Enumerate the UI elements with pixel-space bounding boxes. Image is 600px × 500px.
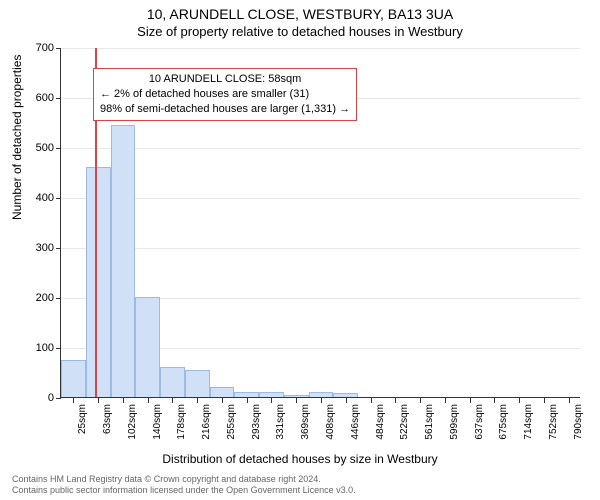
ytick-label: 700 — [14, 42, 54, 54]
histogram-bar — [111, 125, 136, 398]
gridline — [61, 248, 580, 249]
histogram-bar — [86, 167, 111, 397]
xtick-mark — [172, 398, 173, 403]
xtick-label: 178sqm — [176, 404, 187, 440]
annotation-box: 10 ARUNDELL CLOSE: 58sqm← 2% of detached… — [93, 68, 357, 121]
xtick-label: 408sqm — [325, 404, 336, 440]
xtick-mark — [470, 398, 471, 403]
xtick-mark — [371, 398, 372, 403]
histogram-bar — [210, 387, 235, 397]
xtick-mark — [395, 398, 396, 403]
gridline — [61, 148, 580, 149]
annotation-line-3: 98% of semi-detached houses are larger (… — [100, 102, 350, 117]
histogram-bar — [309, 392, 334, 397]
xtick-mark — [148, 398, 149, 403]
histogram-bar — [185, 370, 210, 398]
xtick-mark — [569, 398, 570, 403]
xtick-label: 102sqm — [127, 404, 138, 440]
xtick-label: 140sqm — [152, 404, 163, 440]
xtick-mark — [544, 398, 545, 403]
xtick-label: 484sqm — [375, 404, 386, 440]
xtick-label: 446sqm — [350, 404, 361, 440]
histogram-bar — [61, 360, 86, 398]
xtick-label: 369sqm — [300, 404, 311, 440]
xtick-label: 25sqm — [77, 404, 88, 434]
ytick-mark — [56, 398, 61, 399]
annotation-line-2: ← 2% of detached houses are smaller (31) — [100, 87, 350, 102]
gridline — [61, 198, 580, 199]
xtick-mark — [494, 398, 495, 403]
xtick-mark — [222, 398, 223, 403]
ytick-label: 500 — [14, 142, 54, 154]
xtick-mark — [420, 398, 421, 403]
histogram-bar — [234, 392, 259, 397]
plot-area: 25sqm63sqm102sqm140sqm178sqm216sqm255sqm… — [60, 48, 580, 398]
xtick-label: 561sqm — [424, 404, 435, 440]
xtick-label: 293sqm — [251, 404, 262, 440]
xtick-label: 599sqm — [449, 404, 460, 440]
xtick-label: 714sqm — [523, 404, 534, 440]
histogram-bar — [135, 297, 160, 397]
histogram-bar — [259, 392, 284, 397]
ytick-label: 600 — [14, 92, 54, 104]
xtick-label: 522sqm — [399, 404, 410, 440]
gridline — [61, 48, 580, 49]
xtick-mark — [519, 398, 520, 403]
xtick-label: 63sqm — [102, 404, 113, 434]
title-sub: Size of property relative to detached ho… — [0, 22, 600, 39]
histogram-bar — [333, 393, 358, 397]
ytick-label: 100 — [14, 342, 54, 354]
ytick-label: 200 — [14, 292, 54, 304]
xtick-mark — [247, 398, 248, 403]
ytick-label: 400 — [14, 192, 54, 204]
footer-line-1: Contains HM Land Registry data © Crown c… — [12, 474, 356, 485]
xtick-mark — [98, 398, 99, 403]
xtick-mark — [296, 398, 297, 403]
chart-area: 25sqm63sqm102sqm140sqm178sqm216sqm255sqm… — [60, 48, 580, 398]
ytick-label: 300 — [14, 242, 54, 254]
histogram-bar — [284, 395, 309, 398]
xtick-mark — [271, 398, 272, 403]
histogram-bar — [160, 367, 185, 397]
xtick-label: 216sqm — [201, 404, 212, 440]
x-axis-label: Distribution of detached houses by size … — [0, 452, 600, 466]
xtick-label: 752sqm — [548, 404, 559, 440]
footer-attribution: Contains HM Land Registry data © Crown c… — [12, 474, 356, 497]
xtick-label: 255sqm — [226, 404, 237, 440]
xtick-mark — [445, 398, 446, 403]
ytick-label: 0 — [14, 392, 54, 404]
xtick-mark — [346, 398, 347, 403]
xtick-label: 637sqm — [474, 404, 485, 440]
xtick-mark — [321, 398, 322, 403]
title-main: 10, ARUNDELL CLOSE, WESTBURY, BA13 3UA — [0, 0, 600, 22]
xtick-label: 331sqm — [275, 404, 286, 440]
xtick-mark — [197, 398, 198, 403]
footer-line-2: Contains public sector information licen… — [12, 485, 356, 496]
xtick-label: 790sqm — [573, 404, 584, 440]
xtick-mark — [73, 398, 74, 403]
xtick-label: 675sqm — [498, 404, 509, 440]
xtick-mark — [123, 398, 124, 403]
annotation-line-1: 10 ARUNDELL CLOSE: 58sqm — [100, 72, 350, 87]
